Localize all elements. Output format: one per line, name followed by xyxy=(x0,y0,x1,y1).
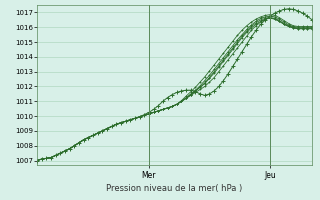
X-axis label: Pression niveau de la mer( hPa ): Pression niveau de la mer( hPa ) xyxy=(106,184,243,193)
